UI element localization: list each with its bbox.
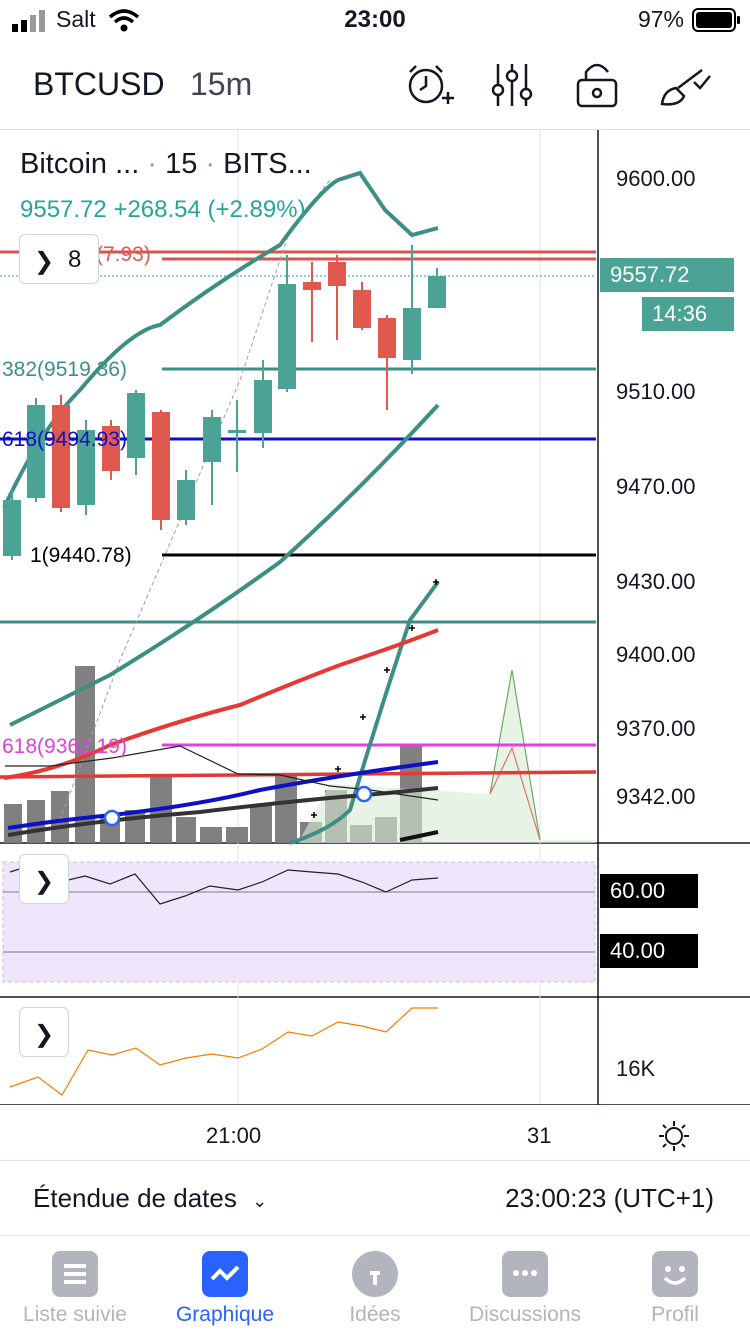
profile-icon: [652, 1251, 698, 1297]
interval-selector[interactable]: 15m: [190, 66, 253, 102]
legend-title[interactable]: Bitcoin ... · 15 · BITS...: [20, 148, 312, 180]
date-range-bar: Étendue de dates ⌄ 23:00:23 (UTC+1): [0, 1160, 750, 1236]
price-axis-label: 9600.00: [616, 166, 696, 191]
drawings-button[interactable]: [658, 60, 712, 110]
chart-canvas[interactable]: [0, 130, 750, 1105]
fib-label-382: 382(9519.36): [2, 358, 127, 381]
last-price-tag: 9557.72: [600, 258, 734, 292]
watchlist-icon: [52, 1251, 98, 1297]
chevron-right-icon: ❯: [34, 248, 55, 275]
price-axis-label: 9342.00: [616, 784, 696, 809]
lock-button[interactable]: [574, 60, 628, 110]
price-axis-label: 9430.00: [616, 569, 696, 594]
rsi-lower-band-tag: 40.00: [600, 934, 698, 968]
legend-values: 9557.72 +268.54 (+2.89%): [20, 196, 306, 224]
chevron-down-icon: ⌄: [252, 1191, 268, 1211]
legend-change: +268.54 (+2.89%): [113, 196, 306, 223]
indicators-button[interactable]: [488, 60, 542, 110]
tab-chart[interactable]: Graphique: [150, 1237, 300, 1334]
status-bar: Salt 23:00 97%: [0, 0, 750, 44]
price-axis-label: 9470.00: [616, 474, 696, 499]
alert-add-icon: [408, 65, 454, 104]
fib-label-top: (7.93): [96, 243, 151, 266]
chart-icon: [202, 1251, 248, 1297]
tab-label: Graphique: [175, 1303, 275, 1326]
rsi-upper-band-tag: 60.00: [600, 874, 698, 908]
price-axis-label: 9510.00: [616, 379, 696, 404]
date-range-label: Étendue de dates: [33, 1183, 237, 1213]
time-axis-label: 31: [527, 1123, 552, 1148]
settings-gear-icon[interactable]: [656, 1118, 692, 1154]
chat-icon: [502, 1251, 548, 1297]
expand-indicators-button[interactable]: ❯ 8: [19, 234, 99, 284]
symbol-name[interactable]: BTCUSD: [33, 66, 165, 102]
add-alert-button[interactable]: [402, 60, 456, 110]
tab-label: Idées: [349, 1303, 401, 1326]
chevron-right-icon: ❯: [34, 1021, 55, 1048]
time-axis-label: 21:00: [206, 1123, 262, 1148]
bottom-tab-bar: Liste suivie Graphique Idées Discussions…: [0, 1237, 750, 1334]
tab-discussions[interactable]: Discussions: [450, 1237, 600, 1334]
tab-label: Profil: [651, 1303, 699, 1326]
battery-percent: 97%: [637, 6, 684, 32]
wifi-icon: [108, 9, 140, 32]
price-axis-label: 9370.00: [616, 716, 696, 741]
chart-header: BTCUSD 15m: [0, 44, 750, 130]
tab-profile[interactable]: Profil: [600, 1237, 750, 1334]
timezone-clock[interactable]: 23:00:23 (UTC+1): [505, 1183, 714, 1213]
tab-watchlist[interactable]: Liste suivie: [0, 1237, 150, 1334]
chevron-right-icon: ❯: [34, 868, 55, 895]
tab-label: Liste suivie: [23, 1303, 127, 1326]
date-range-button[interactable]: Étendue de dates ⌄: [33, 1183, 267, 1214]
carrier-name: Salt: [56, 6, 96, 32]
fib-label-618b: 618(9362.19): [2, 735, 127, 758]
lock-icon: [576, 63, 618, 108]
expand-rsi-button[interactable]: ❯: [19, 854, 69, 904]
clock: 23:00: [344, 6, 406, 33]
fib-label-1: 1(9440.78): [30, 544, 132, 567]
price-axis-label: 9400.00: [616, 642, 696, 667]
signal-icon: [12, 10, 45, 32]
tab-ideas[interactable]: Idées: [300, 1237, 450, 1334]
ideas-icon: [352, 1251, 398, 1297]
drawing-brush-icon: [660, 69, 711, 106]
bar-countdown-tag: 14:36: [642, 297, 734, 331]
expand-volume-button[interactable]: ❯: [19, 1007, 69, 1057]
fib-label-618: 618(9494.93): [2, 428, 127, 451]
hidden-indicators-count: 8: [68, 246, 82, 273]
battery-icon: [692, 8, 740, 32]
volume-axis-label: 16K: [616, 1056, 656, 1081]
legend-exchange: BITS...: [223, 148, 312, 180]
indicators-icon: [491, 64, 533, 106]
legend-last-price: 9557.72: [20, 196, 107, 223]
legend-symbol-name: Bitcoin ...: [20, 148, 140, 180]
legend-interval: 15: [165, 148, 198, 180]
tab-label: Discussions: [468, 1303, 582, 1326]
